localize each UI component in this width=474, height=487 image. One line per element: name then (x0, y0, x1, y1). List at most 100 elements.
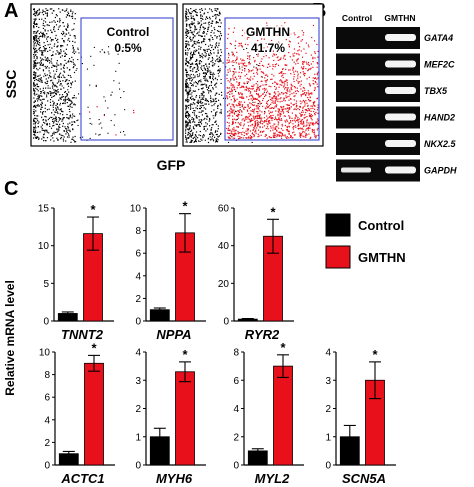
flow-cytometry-panel: SSC GFP Control 0.5% GMTHN 41.7% (3, 3, 324, 173)
y-tick-label: 3 (325, 376, 331, 387)
significance-star: * (280, 340, 286, 355)
y-tick-label: 8 (233, 348, 239, 359)
y-tick-label: 0 (43, 317, 49, 328)
gel-band-gmthn-hand2 (385, 113, 416, 121)
gel-gene-label: NKX2.5 (424, 139, 457, 149)
y-tick-label: 10 (130, 204, 142, 215)
y-tick-label: 8 (44, 370, 50, 381)
flow-y-axis-label: SSC (3, 70, 19, 99)
y-tick-label: 1 (135, 432, 141, 443)
bar-chart-myl2: 0 2 4 6 8 * MYL2 (233, 340, 304, 486)
y-tick-label: 4 (44, 415, 50, 426)
gene-label: MYH6 (156, 471, 193, 486)
gel-lane-gapdh (336, 159, 420, 182)
y-tick-label: 6 (233, 376, 239, 387)
y-tick-label: 8 (135, 226, 141, 237)
panel-a-letter: A (4, 0, 19, 22)
y-tick-label: 4 (233, 404, 239, 415)
gel-panel: Control GMTHN GATA4 MEF2C TBX5 HAND2 NKX2.5 G… (336, 13, 457, 182)
gel-gene-label: GATA4 (424, 33, 453, 43)
y-tick-label: 0 (135, 461, 141, 472)
y-tick-label: 10 (38, 241, 50, 252)
gel-gene-label: TBX5 (424, 86, 448, 96)
y-tick-label: 0 (325, 461, 331, 472)
y-tick-label: 6 (135, 249, 141, 260)
y-tick-label: 3 (135, 376, 141, 387)
gel-lane-header-control: Control (342, 13, 372, 23)
bar-gmthn (84, 362, 104, 466)
panel-c-letter: C (4, 178, 19, 200)
y-tick-label: 0 (233, 461, 239, 472)
bar-chart-scn5a: 0 1 2 3 4 * SCN5A (325, 347, 396, 486)
y-tick-label: 2 (135, 404, 141, 415)
y-tick-label: 40 (218, 241, 230, 252)
y-tick-label: 0 (135, 317, 141, 328)
bar-chart-nppa: 0 2 4 6 8 10 * NPPA (130, 199, 206, 342)
flow-events-control (33, 8, 135, 143)
bar-gmthn (175, 371, 195, 466)
legend-label-gmthn: GMTHN (358, 250, 406, 265)
gel-lane-mef2c (336, 53, 420, 76)
y-tick-label: 4 (325, 348, 331, 359)
legend-label-control: Control (358, 218, 404, 233)
gel-band-gmthn-mef2c (385, 60, 416, 68)
gene-label: RYR2 (245, 327, 280, 342)
flow-plot-control: Control 0.5% (30, 3, 178, 147)
gel-lane-nkx2-5 (336, 133, 420, 155)
gel-gene-label: MEF2C (424, 60, 455, 70)
bar-chart-tnnt2: 0 5 10 15 * TNNT2 (38, 202, 114, 342)
legend-swatch-control (325, 213, 351, 237)
gel-lane-hand2 (336, 106, 420, 129)
bar-chart-ryr2: 0 20 40 60 * RYR2 (218, 204, 294, 342)
gene-label: MYL2 (255, 471, 290, 486)
gel-band-gmthn-tbx5 (385, 87, 416, 94)
flow-percent-gmthn: 41.7% (251, 41, 285, 55)
y-tick-label: 0 (44, 461, 50, 472)
gel-gene-label: HAND2 (424, 113, 455, 123)
gel-band-control-gapdh (341, 167, 371, 173)
y-tick-label: 20 (218, 279, 230, 290)
y-tick-label: 10 (39, 348, 51, 359)
gel-lane-gata4 (336, 27, 420, 49)
flow-events-gmthn (185, 8, 320, 144)
y-tick-label: 0 (223, 317, 229, 328)
gene-label: ACTC1 (60, 471, 104, 486)
flow-plot-title-gmthn: GMTHN (246, 25, 290, 39)
significance-star: * (372, 347, 378, 362)
shared-y-axis-label: Relative mRNA level (3, 280, 17, 396)
y-tick-label: 2 (135, 294, 141, 305)
bar-chart-actc1: 0 2 4 6 8 10 * ACTC1 (39, 340, 115, 486)
y-tick-label: 60 (218, 204, 230, 215)
y-tick-label: 15 (38, 204, 50, 215)
significance-star: * (91, 340, 97, 355)
flow-x-axis-label: GFP (157, 157, 186, 173)
y-tick-label: 2 (233, 432, 239, 443)
gel-band-gmthn-gata4 (385, 34, 416, 41)
gel-lane-tbx5 (336, 80, 420, 102)
gel-band-gmthn-gapdh (385, 166, 416, 174)
chart-legend: Control GMTHN (325, 213, 406, 269)
y-tick-label: 4 (135, 348, 141, 359)
y-tick-label: 2 (325, 404, 331, 415)
gene-label: TNNT2 (61, 327, 104, 342)
y-tick-label: 6 (44, 393, 50, 404)
y-tick-label: 2 (44, 438, 50, 449)
y-tick-label: 5 (43, 279, 49, 290)
gene-label: SCN5A (342, 471, 386, 486)
gel-lane-header-gmthn: GMTHN (384, 13, 415, 23)
bar-chart-myh6: 0 1 2 3 4 * MYH6 (135, 347, 206, 486)
gel-band-gmthn-nkx2-5 (385, 140, 416, 147)
bar-gmthn (273, 365, 293, 466)
y-tick-label: 1 (325, 432, 331, 443)
gate-gmthn (224, 17, 320, 141)
significance-star: * (270, 204, 276, 219)
gate-control (80, 17, 174, 141)
significance-star: * (182, 199, 188, 214)
flow-percent-control: 0.5% (114, 41, 142, 55)
significance-star: * (182, 347, 188, 362)
gene-label: NPPA (156, 327, 191, 342)
significance-star: * (90, 202, 96, 217)
legend-swatch-gmthn (325, 245, 351, 269)
